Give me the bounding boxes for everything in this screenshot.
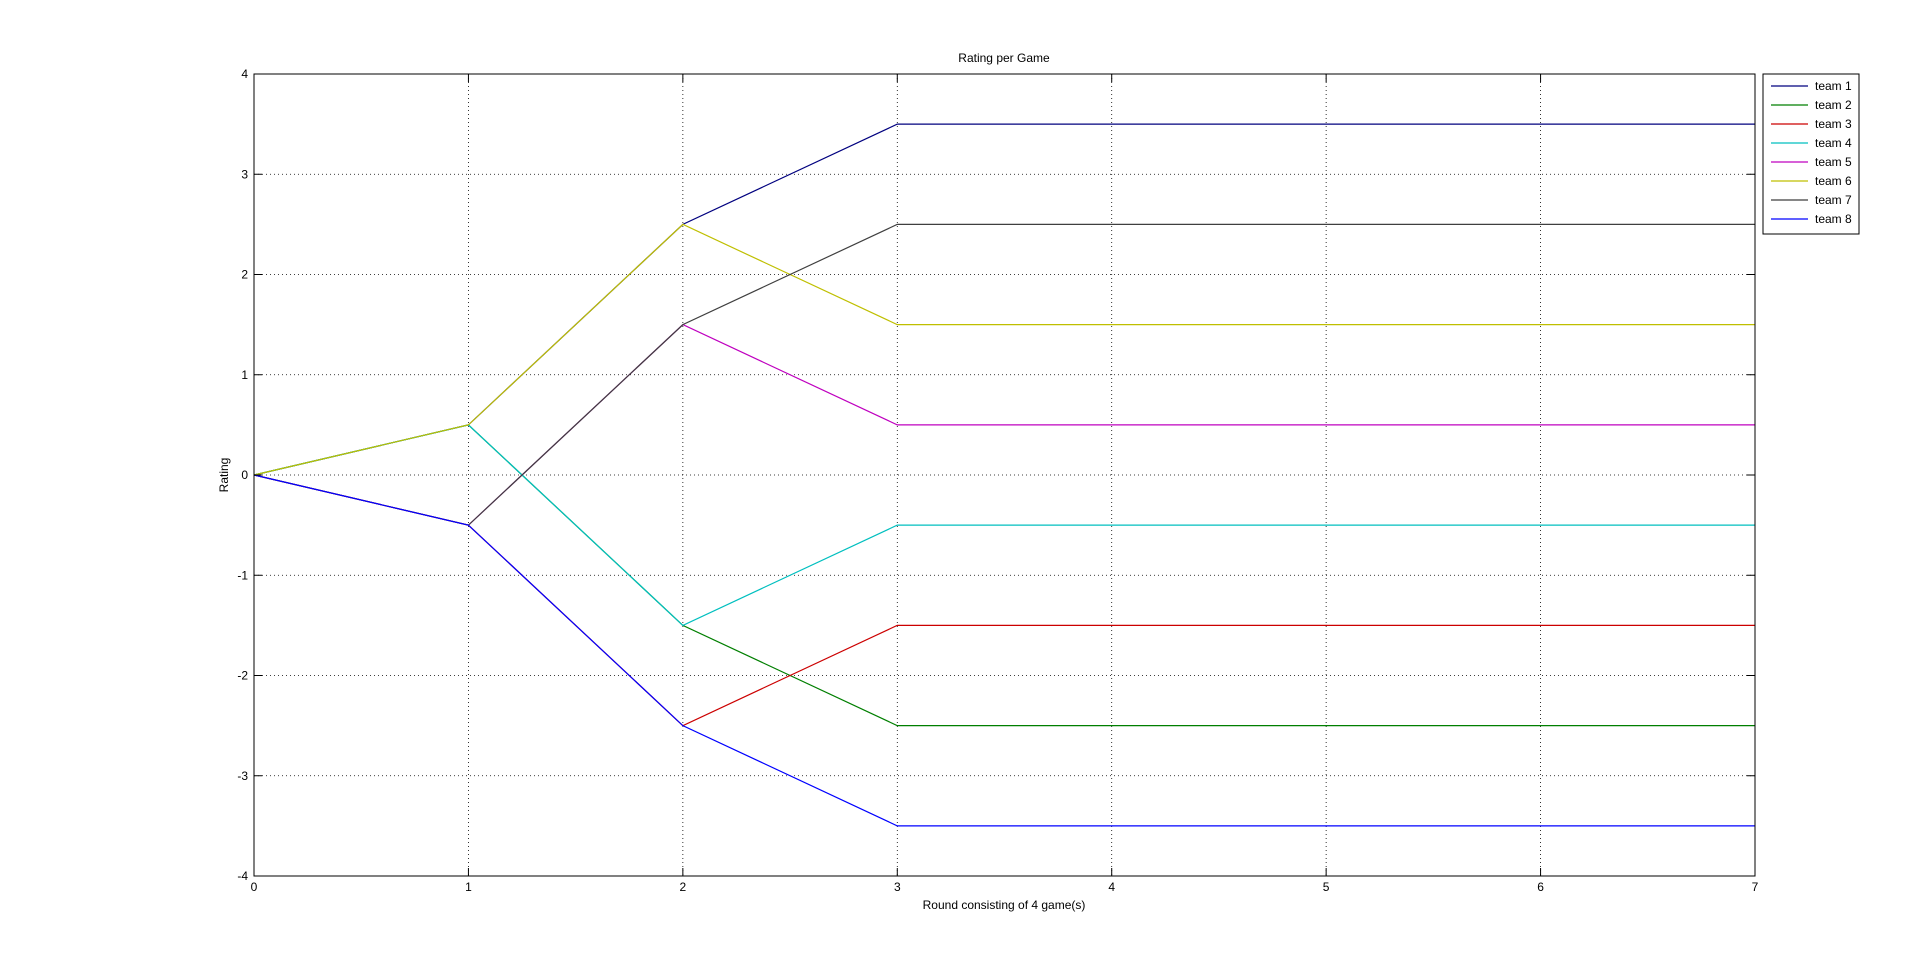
x-tick-label: 4 (1108, 880, 1115, 894)
series-line-team-8 (253, 474, 1755, 827)
legend-label: team 2 (1815, 98, 1852, 112)
plot-area (254, 74, 1755, 876)
y-tick-labels: 4 3 2 1 0 -1 -2 -3 -4 (237, 67, 248, 883)
y-axis-label: Rating (217, 458, 231, 493)
legend-label: team 3 (1815, 117, 1852, 131)
legend-label: team 6 (1815, 174, 1852, 188)
y-tick-label: 4 (241, 67, 248, 81)
x-tick-label: 1 (465, 880, 472, 894)
series-layer (253, 123, 1755, 827)
y-tick-label: -2 (237, 669, 248, 683)
x-tick-label: 7 (1752, 880, 1759, 894)
y-tick-label: -1 (237, 568, 248, 582)
legend-label: team 4 (1815, 136, 1852, 150)
x-axis-label: Round consisting of 4 game(s) (923, 898, 1086, 912)
x-tick-labels: 0 1 2 3 4 5 6 7 (251, 880, 1759, 894)
y-tick-label: -3 (237, 769, 248, 783)
legend-label: team 1 (1815, 79, 1852, 93)
legend: team 1 team 2 team 3 team 4 team 5 team 6 team… (1762, 73, 1860, 235)
legend-label: team 5 (1815, 155, 1852, 169)
series-line-team-7 (253, 223, 1755, 526)
y-tick-label: 1 (241, 368, 248, 382)
x-tick-label: 3 (894, 880, 901, 894)
y-tick-label: 3 (241, 167, 248, 181)
legend-box (1762, 73, 1860, 235)
legend-label: team 7 (1815, 193, 1852, 207)
x-tick-label: 0 (251, 880, 258, 894)
chart-title: Rating per Game (958, 51, 1050, 65)
y-tick-label: 2 (241, 268, 248, 282)
legend-label: team 8 (1815, 212, 1852, 226)
grid (254, 74, 1755, 876)
y-tick-label: -4 (237, 869, 248, 883)
series-line-team-4 (253, 424, 1755, 627)
x-tick-label: 2 (680, 880, 687, 894)
x-tick-label: 6 (1537, 880, 1544, 894)
y-tick-label: 0 (241, 468, 248, 482)
x-tick-label: 5 (1323, 880, 1330, 894)
ticks (253, 73, 1756, 877)
series-line-team-6 (253, 223, 1755, 476)
